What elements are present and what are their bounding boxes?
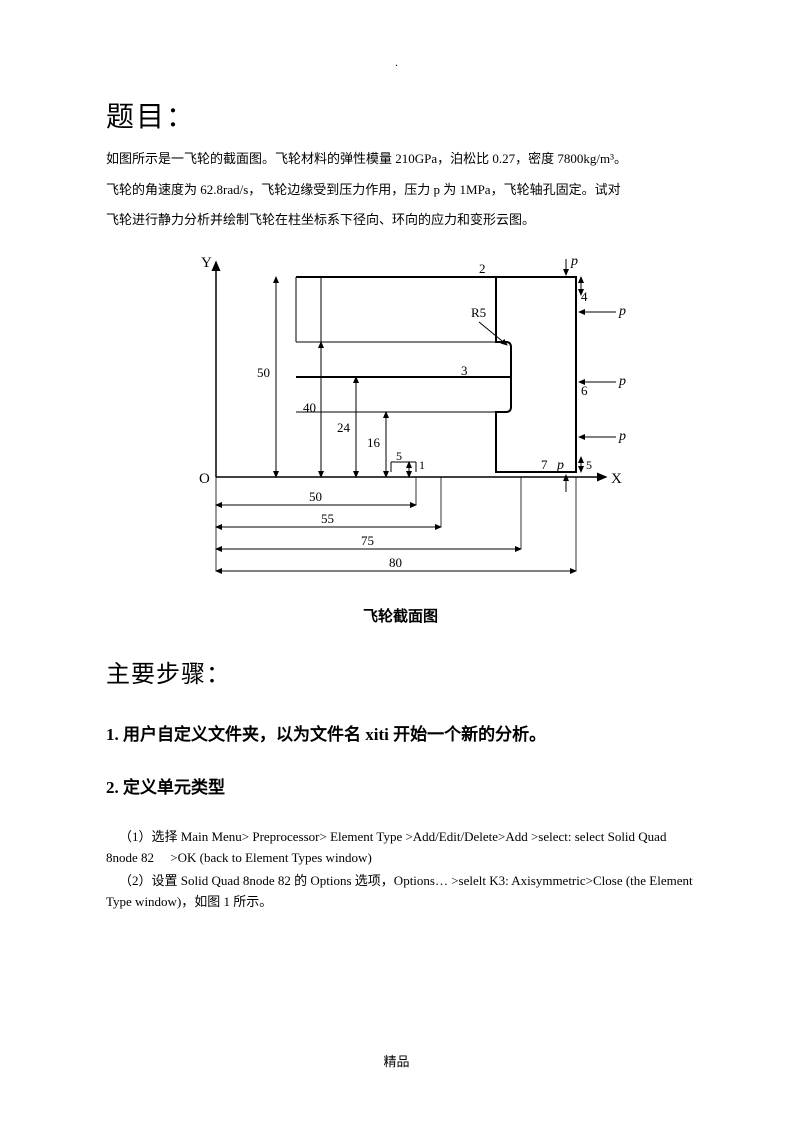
- diagram-caption: 飞轮截面图: [106, 605, 695, 626]
- fillet-label: R5: [471, 305, 486, 320]
- diagram-container: Y X O R5 50: [106, 247, 695, 597]
- dim-w80: 80: [389, 555, 402, 570]
- step-2-body-2: （2）设置 Solid Quad 8node 82 的 Options 选项，O…: [106, 871, 695, 913]
- footer: 精品: [383, 1051, 409, 1070]
- pressure-label-2: p: [618, 374, 626, 389]
- problem-paragraph-3: 飞轮进行静力分析并绘制飞轮在柱坐标系下径向、环向的应力和变形云图。: [106, 208, 695, 233]
- pressure-label-3: p: [618, 429, 626, 444]
- step-1-title: 1. 用户自定义文件夹，以为文件名 xiti 开始一个新的分析。: [106, 721, 695, 748]
- step-2-body-1: （1）选择 Main Menu> Preprocessor> Element T…: [106, 827, 695, 869]
- dim-h5b: 5: [586, 458, 592, 472]
- pressure-label-top: p: [570, 254, 578, 269]
- problem-paragraph-2: 飞轮的角速度为 62.8rad/s，飞轮边缘受到压力作用，压力 p 为 1MPa…: [106, 178, 695, 203]
- origin-label: O: [199, 471, 210, 487]
- dim-h50: 50: [257, 365, 270, 380]
- dim-w75: 75: [361, 533, 374, 548]
- point-4: 4: [581, 289, 588, 304]
- point-7: 7: [541, 457, 548, 472]
- step-2-title: 2. 定义单元类型: [106, 774, 695, 801]
- problem-paragraph-1: 如图所示是一飞轮的截面图。飞轮材料的弹性模量 210GPa，泊松比 0.27，密…: [106, 147, 695, 172]
- dim-h16: 16: [367, 435, 381, 450]
- dim-h24: 24: [337, 420, 351, 435]
- x-axis-label: X: [611, 471, 622, 487]
- point-2: 2: [479, 261, 486, 276]
- point-6: 6: [581, 383, 588, 398]
- dim-h40: 40: [303, 400, 316, 415]
- point-3: 3: [461, 363, 468, 378]
- dim-w50: 50: [309, 489, 322, 504]
- pressure-label-bot: p: [556, 458, 564, 473]
- dim-h1: 1: [419, 458, 425, 472]
- dim-w55: 55: [321, 511, 334, 526]
- dim-h5a: 5: [396, 449, 402, 463]
- title-main: 题目：: [106, 95, 695, 135]
- section-title: 主要步骤：: [106, 654, 695, 689]
- flywheel-diagram: Y X O R5 50: [161, 247, 641, 592]
- page-dot: .: [395, 55, 398, 70]
- y-axis-label: Y: [201, 255, 212, 271]
- pressure-label-1: p: [618, 304, 626, 319]
